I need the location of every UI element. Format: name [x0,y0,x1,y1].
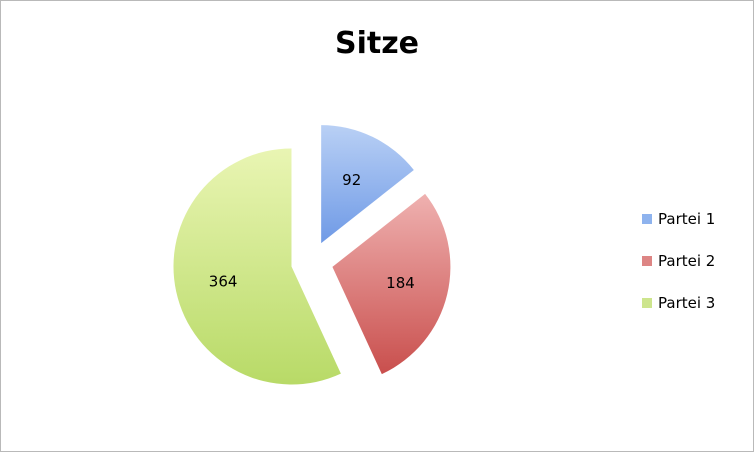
legend-label-3: Partei 3 [658,294,716,312]
legend: Partei 1 Partei 2 Partei 3 [642,208,715,334]
data-label-1: 92 [342,171,361,189]
legend-item: Partei 3 [642,292,715,314]
legend-swatch-2 [642,256,652,266]
legend-label-1: Partei 1 [658,210,716,228]
legend-swatch-3 [642,298,652,308]
legend-swatch-1 [642,214,652,224]
pie-slice-2 [332,193,451,375]
legend-item: Partei 2 [642,250,715,272]
chart-title: Sitze [334,26,420,61]
data-label-3: 364 [209,273,238,291]
pie-slice-3 [173,148,341,385]
data-label-2: 184 [386,274,415,292]
pie-slice-1 [321,125,414,244]
legend-label-2: Partei 2 [658,252,716,270]
legend-item: Partei 1 [642,208,715,230]
